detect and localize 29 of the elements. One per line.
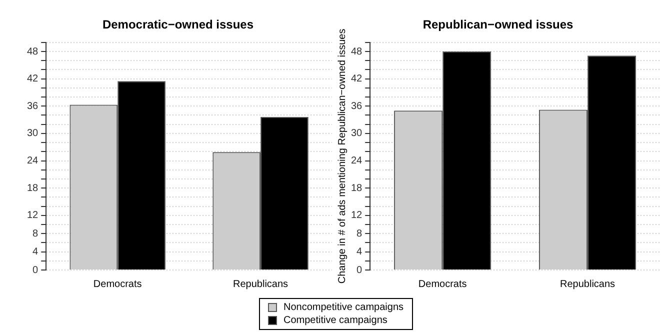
y-tick-label: 18 — [351, 182, 363, 194]
y-tick-label: 48 — [351, 46, 363, 58]
y-tick-label: 30 — [351, 128, 363, 140]
x-tick-label: Republicans — [233, 278, 288, 290]
y-tick-label: 24 — [27, 156, 39, 166]
y-tick-label: 48 — [27, 46, 39, 58]
legend-label: Noncompetitive campaigns — [283, 301, 404, 314]
x-tick-label: Democrats — [418, 278, 467, 290]
chart-title: Republican−owned issues — [422, 18, 574, 32]
y-tick-label: 30 — [27, 128, 39, 140]
y-tick-label: 18 — [27, 182, 39, 194]
y-tick-label: 36 — [351, 100, 363, 112]
y-tick-label: 0 — [32, 264, 39, 276]
chart-title: Democratic−owned issues — [102, 18, 254, 32]
legend-label: Competitive campaigns — [283, 314, 388, 327]
y-tick-label: 42 — [351, 74, 363, 85]
y-tick-label: 24 — [351, 156, 363, 166]
y-tick-label: 42 — [27, 74, 39, 85]
y-tick-label: 12 — [27, 210, 39, 222]
y-tick-label: 4 — [32, 246, 39, 258]
y-tick-label: 12 — [351, 210, 363, 222]
y-tick-label: 0 — [356, 264, 363, 276]
y-tick-label: 8 — [356, 228, 363, 240]
x-tick-label: Republicans — [560, 278, 616, 290]
y-tick-label: 36 — [27, 100, 39, 112]
y-tick-label: 4 — [356, 246, 363, 258]
y-axis-title: Change in # of ads mentioning Republican−owned issues — [336, 28, 348, 284]
y-tick-label: 8 — [32, 228, 39, 240]
x-tick-label: Democrats — [93, 278, 142, 290]
